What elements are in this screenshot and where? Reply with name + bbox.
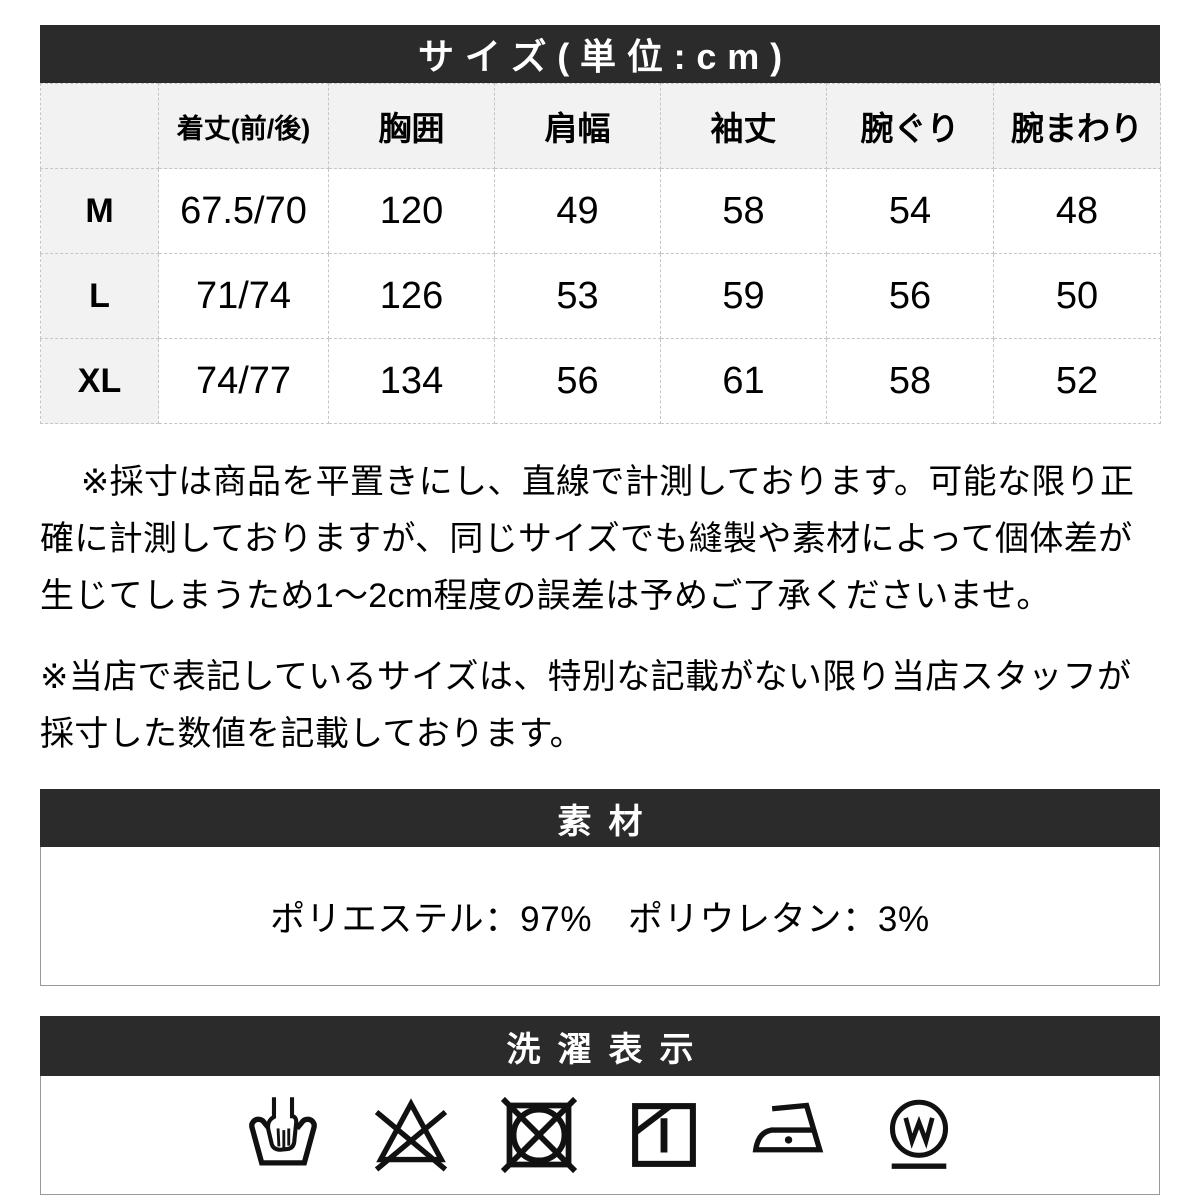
cell-xl-shoulder: 56 — [494, 338, 661, 424]
measurement-note: ※採寸は商品を平置きにし、直線で計測しております。可能な限り正確に計測しておりま… — [40, 463, 1135, 615]
size-label-m: M — [40, 168, 159, 254]
cell-m-armhole: 54 — [826, 168, 994, 254]
cell-xl-chest: 134 — [328, 338, 495, 424]
size-section-title: サイズ(単位:cm) — [40, 25, 1160, 83]
care-icon-row — [41, 1076, 1159, 1194]
cell-m-length: 67.5/70 — [158, 168, 329, 254]
do-not-tumble-dry-icon — [498, 1094, 580, 1176]
cell-m-chest: 120 — [328, 168, 495, 254]
column-header-shoulder: 肩幅 — [494, 83, 661, 169]
table-row-xl: XL 74/77 134 56 61 58 52 — [40, 338, 1161, 424]
material-composition: ポリエステル：97% ポリウレタン：3% — [270, 899, 930, 939]
cell-l-chest: 126 — [328, 253, 495, 339]
size-label-xl: XL — [40, 338, 159, 424]
cell-l-arm-width: 50 — [993, 253, 1161, 339]
cell-l-length: 71/74 — [158, 253, 329, 339]
size-table-header-row: 着丈(前/後) 胸囲 肩幅 袖丈 腕ぐり 腕まわり — [40, 83, 1161, 169]
size-table: 着丈(前/後) 胸囲 肩幅 袖丈 腕ぐり 腕まわり M 67.5/70 120 … — [40, 83, 1161, 424]
column-header-armhole: 腕ぐり — [826, 83, 994, 169]
do-not-bleach-icon — [370, 1094, 452, 1176]
cell-xl-arm-width: 52 — [993, 338, 1161, 424]
column-header-sleeve: 袖丈 — [660, 83, 827, 169]
cell-l-sleeve: 59 — [660, 253, 827, 339]
cell-xl-sleeve: 61 — [660, 338, 827, 424]
column-header-arm-width: 腕まわり — [993, 83, 1161, 169]
cell-xl-armhole: 58 — [826, 338, 994, 424]
cell-l-shoulder: 53 — [494, 253, 661, 339]
column-header-chest: 胸囲 — [328, 83, 495, 169]
staff-measurement-note: ※当店で表記しているサイズは、特別な記載がない限り当店スタッフが採寸した数値を記… — [40, 658, 1132, 753]
care-section: 洗濯表示 — [40, 1016, 1160, 1195]
cell-m-arm-width: 48 — [993, 168, 1161, 254]
cell-l-armhole: 56 — [826, 253, 994, 339]
table-row-l: L 71/74 126 53 59 56 50 — [40, 253, 1161, 339]
iron-low-heat-icon — [748, 1094, 834, 1176]
care-section-title: 洗濯表示 — [40, 1016, 1160, 1076]
material-section: 素材 ポリエステル：97% ポリウレタン：3% — [40, 789, 1160, 986]
size-label-l: L — [40, 253, 159, 339]
line-dry-in-shade-icon — [626, 1094, 702, 1176]
column-header-length: 着丈(前/後) — [158, 83, 329, 169]
cell-m-sleeve: 58 — [660, 168, 827, 254]
hand-wash-icon — [242, 1094, 324, 1176]
size-table-corner-cell — [40, 83, 159, 169]
professional-wet-clean-icon — [880, 1094, 958, 1176]
cell-xl-length: 74/77 — [158, 338, 329, 424]
material-section-title: 素材 — [40, 789, 1160, 847]
cell-m-shoulder: 49 — [494, 168, 661, 254]
table-row-m: M 67.5/70 120 49 58 54 48 — [40, 168, 1161, 254]
